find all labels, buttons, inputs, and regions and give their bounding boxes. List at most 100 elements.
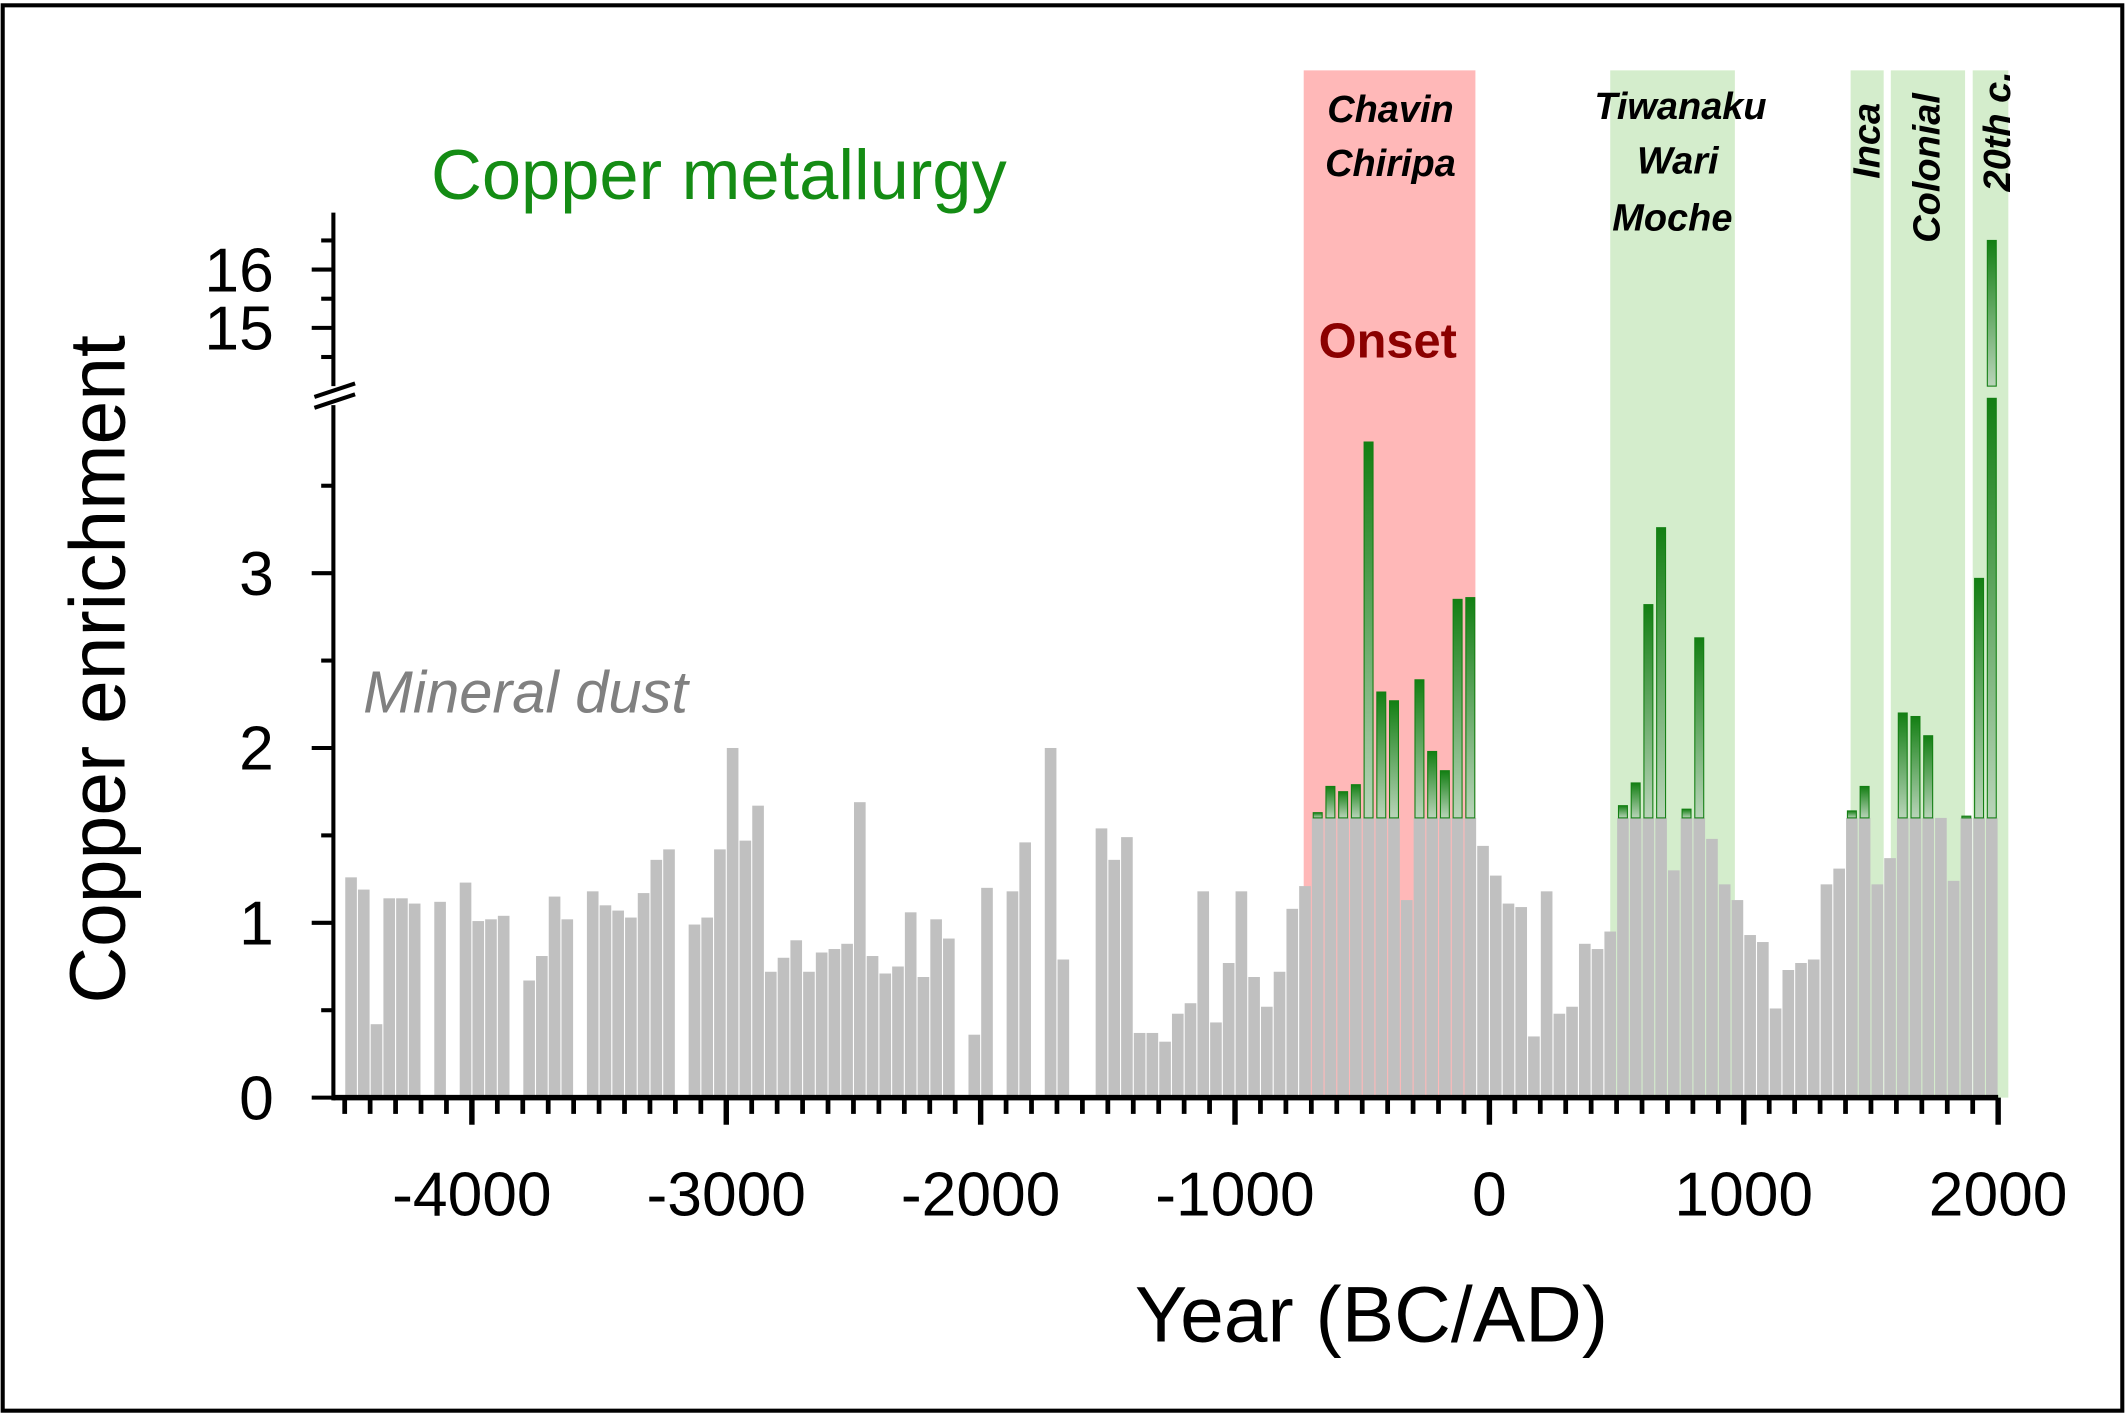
dust-bar bbox=[1629, 817, 1642, 1098]
x-tick-label: 2000 bbox=[1929, 1161, 2068, 1230]
dust-bar bbox=[853, 802, 866, 1098]
dust-bar bbox=[383, 898, 396, 1098]
dust-bar bbox=[917, 976, 930, 1098]
dust-bar bbox=[981, 887, 993, 1098]
dust-bar bbox=[1210, 1022, 1222, 1098]
dust-bar bbox=[752, 805, 764, 1098]
dust-bar bbox=[536, 956, 548, 1098]
y-tick-label: 1 bbox=[239, 889, 274, 958]
dust-bar bbox=[1019, 842, 1031, 1098]
y-tick-label: 3 bbox=[239, 540, 274, 609]
dust-bar bbox=[815, 952, 828, 1098]
dust-bar bbox=[1324, 817, 1337, 1098]
x-axis-title: Year (BC/AD) bbox=[1135, 1271, 1608, 1359]
dust-bar bbox=[688, 924, 701, 1098]
copper-bar bbox=[1923, 735, 1934, 819]
dust-bar bbox=[625, 917, 637, 1098]
dust-bar bbox=[1807, 959, 1820, 1098]
x-tick-label: -4000 bbox=[392, 1161, 551, 1230]
dust-bar bbox=[1362, 817, 1375, 1098]
copper-bar bbox=[1910, 715, 1921, 819]
dust-bar bbox=[930, 919, 942, 1098]
period-label-tiwanaku: Tiwanaku bbox=[1594, 86, 1766, 128]
copper-series-label: Copper metallurgy bbox=[431, 135, 1008, 214]
dust-bar bbox=[1413, 817, 1426, 1098]
dust-bar bbox=[1566, 1006, 1578, 1098]
dust-bar bbox=[1044, 747, 1057, 1098]
copper-bar bbox=[1414, 679, 1425, 819]
dust-bar bbox=[1502, 903, 1515, 1098]
dust-bar bbox=[1057, 959, 1070, 1098]
dust-bar bbox=[1973, 817, 1985, 1098]
copper-bar bbox=[1312, 812, 1323, 819]
dust-bar bbox=[1108, 859, 1121, 1098]
copper-bar bbox=[1350, 784, 1361, 819]
x-tick-label: 1000 bbox=[1674, 1161, 1813, 1230]
period-label-20th-century: 20th c. bbox=[1977, 71, 2019, 192]
period-label-colonial: Colonial bbox=[1906, 92, 1948, 243]
dust-bar bbox=[1846, 817, 1858, 1098]
dust-bar bbox=[701, 917, 714, 1098]
dust-bar bbox=[1617, 817, 1629, 1098]
dust-bar bbox=[777, 957, 790, 1098]
copper-bar bbox=[1961, 815, 1972, 819]
y-tick-label: 2 bbox=[239, 715, 274, 784]
copper-bar bbox=[1338, 791, 1349, 819]
dust-bar bbox=[1197, 891, 1210, 1098]
x-tick-labels: -4000 -3000 -2000 -1000 0 1000 2000 bbox=[392, 1161, 2067, 1230]
copper-bar bbox=[1681, 808, 1692, 819]
dust-bar bbox=[892, 966, 904, 1098]
dust-bar bbox=[1006, 891, 1019, 1098]
dust-bar bbox=[1553, 1013, 1566, 1098]
dust-bar bbox=[1515, 907, 1528, 1098]
dust-bar bbox=[1922, 817, 1935, 1098]
dust-bar bbox=[1451, 817, 1464, 1098]
dust-bar bbox=[1871, 884, 1884, 1098]
dust-bar bbox=[1248, 976, 1260, 1098]
dust-bar bbox=[714, 849, 726, 1098]
dust-bar bbox=[1350, 817, 1362, 1098]
x-tick-label: -2000 bbox=[901, 1161, 1060, 1230]
dust-bar bbox=[1299, 886, 1311, 1098]
dust-bar bbox=[803, 971, 815, 1098]
dust-bar bbox=[1668, 870, 1680, 1098]
dust-bar bbox=[459, 882, 472, 1098]
copper-bar bbox=[1846, 810, 1857, 819]
dust-bar bbox=[599, 905, 612, 1098]
dust-bar bbox=[408, 903, 421, 1098]
dust-bar bbox=[1273, 971, 1286, 1098]
dust-bar bbox=[1159, 1041, 1171, 1098]
dust-bar bbox=[1171, 1013, 1184, 1098]
copper-bar bbox=[1694, 637, 1705, 819]
dust-bar bbox=[1235, 891, 1248, 1098]
dust-bar bbox=[1121, 837, 1133, 1098]
dust-bar bbox=[370, 1024, 383, 1098]
dust-bar bbox=[497, 915, 510, 1098]
dust-bar bbox=[1960, 817, 1973, 1098]
onset-label: Onset bbox=[1319, 315, 1457, 369]
dust-bar bbox=[1858, 817, 1871, 1098]
x-tick-label: 0 bbox=[1472, 1161, 1507, 1230]
dust-bar bbox=[1095, 828, 1108, 1098]
dust-bar bbox=[1133, 1032, 1146, 1098]
dust-bar bbox=[1375, 817, 1388, 1098]
dust-bar bbox=[663, 849, 675, 1098]
dust-bar bbox=[1769, 1008, 1782, 1098]
period-label-moche: Moche bbox=[1612, 197, 1732, 239]
dust-bar bbox=[650, 859, 663, 1098]
copper-bar bbox=[1452, 598, 1463, 819]
copper-bar bbox=[1986, 397, 1997, 819]
dust-bar bbox=[1795, 963, 1807, 1098]
dust-bar bbox=[866, 956, 879, 1098]
copper-bar bbox=[1389, 700, 1400, 819]
dust-bar bbox=[1146, 1032, 1159, 1098]
dust-bar bbox=[828, 949, 841, 1098]
dust-bar bbox=[726, 747, 739, 1098]
dust-bar bbox=[1439, 817, 1451, 1098]
copper-bar bbox=[1859, 785, 1870, 819]
dust-bar bbox=[1744, 935, 1756, 1098]
dust-bar bbox=[879, 973, 892, 1098]
dust-bar bbox=[612, 910, 624, 1098]
